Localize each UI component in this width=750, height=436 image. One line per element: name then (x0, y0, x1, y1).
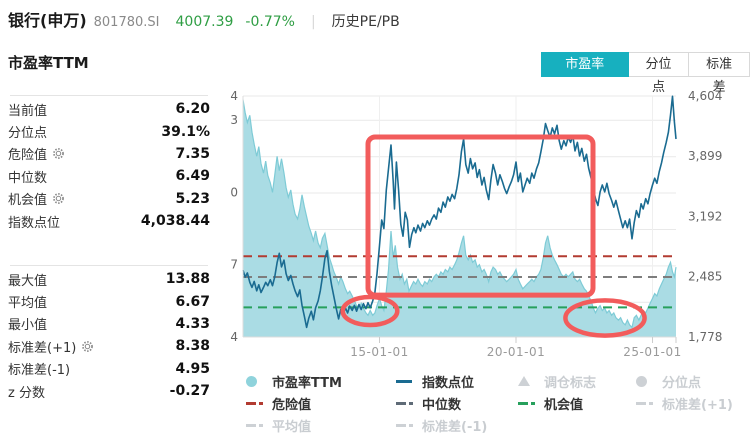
left-axis-tick-labels: 4 7 10 13 14 (230, 89, 238, 344)
stats-group-1: 当前值 6.20 分位点 39.1% 危险值 7.35 中位数 6.49 机会值… (8, 98, 210, 232)
legend-std-plus-1[interactable]: 标准差(+1) (636, 392, 746, 414)
axis-tick-label: 13 (230, 113, 238, 127)
pe-ttm-area-edge (242, 99, 677, 329)
legend-danger-value[interactable]: 危险值 (246, 392, 396, 414)
stat-row-max: 最大值 13.88 (8, 271, 210, 289)
stat-row-opportunity: 机会值 5.23 (8, 190, 210, 209)
axis-tick-label: 1,778 (688, 330, 722, 344)
stat-row-std-minus: 标准差(-1) 4.95 (8, 360, 210, 379)
index-points-line-series (242, 95, 677, 329)
axis-tick-label: 20-01-01 (487, 345, 545, 359)
axis-tick-label: 15-01-01 (350, 345, 408, 359)
axis-tick-label: 10 (230, 185, 238, 199)
gear-icon[interactable] (52, 192, 65, 205)
right-axis-tick-labels: 1,778 2,485 3,192 3,899 4,604 (688, 89, 722, 344)
highlight-ellipse-annotation (563, 298, 647, 338)
highlight-rectangle-annotation (365, 134, 596, 298)
index-price: 4007.39 (175, 14, 234, 30)
line-icon (396, 379, 418, 383)
header-divider: | (310, 14, 316, 30)
tab-percentile[interactable]: 分位点 (627, 52, 690, 95)
stat-row-danger: 危险值 7.35 (8, 145, 210, 164)
legend-mean-value[interactable]: 平均值 (246, 414, 396, 436)
gear-icon[interactable] (81, 340, 94, 353)
stat-row-index-points: 指数点位 4,038.44 (8, 213, 210, 231)
gear-icon[interactable] (52, 147, 65, 160)
pe-ttm-area-series (243, 99, 676, 337)
index-title: 银行(申万) (8, 11, 87, 30)
menu-history-pe-pb[interactable]: 历史PE/PB (331, 14, 400, 30)
stat-row-median: 中位数 6.49 (8, 168, 210, 186)
legend-std-minus-1[interactable]: 标准差(-1) (396, 414, 518, 436)
pe-history-chart: 4 7 10 13 14 1,778 2,485 3,192 3,899 4,604 15-01… (230, 89, 722, 359)
dash-dot-icon (246, 401, 268, 405)
circle-icon (636, 375, 658, 387)
header: 银行(申万) 801780.SI 4007.39 -0.77% | 历史PE/P… (8, 7, 400, 31)
legend-rebalance-marker[interactable]: 调仓标志 (518, 370, 636, 392)
legend-index-points[interactable]: 指数点位 (396, 370, 518, 392)
panel-title: 市盈率TTM (8, 54, 89, 72)
axis-tick-label: 7 (230, 258, 238, 272)
stat-row-std-plus: 标准差(+1) 8.38 (8, 338, 210, 356)
stat-row-mean: 平均值 6.67 (8, 293, 210, 312)
axis-tick-label: 25-01-01 (623, 345, 681, 359)
axis-tick-label: 2,485 (688, 270, 722, 284)
dash-dot-icon (518, 401, 540, 405)
index-code: 801780.SI (93, 15, 160, 30)
stats-group-2: 最大值 13.88 平均值 6.67 最小值 4.33 标准差(+1) 8.38… (8, 268, 210, 402)
stat-row-zscore: z 分数 -0.27 (8, 383, 210, 401)
divider (10, 95, 208, 96)
legend-median-value[interactable]: 中位数 (396, 392, 518, 414)
legend-opportunity-value[interactable]: 机会值 (518, 392, 636, 414)
legend-pe-ttm[interactable]: 市盈率TTM (246, 370, 396, 392)
highlight-ellipse-annotation (340, 294, 400, 328)
circle-icon (246, 375, 268, 387)
divider (10, 265, 208, 266)
axis-tick-label: 3,899 (688, 149, 722, 163)
stat-row-min: 最小值 4.33 (8, 315, 210, 334)
legend-percentile[interactable]: 分位点 (636, 370, 746, 392)
index-change: -0.77% (245, 14, 295, 30)
dash-dot-icon (246, 423, 268, 427)
stat-row-percentile: 分位点 39.1% (8, 123, 210, 142)
axis-tick-label: 14 (230, 89, 238, 103)
triangle-icon (518, 376, 540, 386)
dash-dot-icon (396, 401, 418, 405)
metric-tabs: 市盈率TTM 分位点 标准差 (541, 52, 750, 95)
axis-tick-label: 3,192 (688, 209, 722, 223)
chart-legend: 市盈率TTM 指数点位 调仓标志 分位点 危险值 中位数 机会值 标准差(+1)… (246, 370, 746, 436)
dash-dot-icon (396, 423, 418, 427)
x-axis-tick-labels: 15-01-01 20-01-01 25-01-01 (350, 337, 681, 359)
tab-stddev[interactable]: 标准差 (688, 52, 750, 95)
dash-dot-icon (636, 401, 658, 405)
axis-tick-label: 4,604 (688, 89, 722, 103)
stat-row-current: 当前值 6.20 (8, 101, 210, 119)
tab-pe-ttm[interactable]: 市盈率TTM (541, 52, 629, 95)
axis-tick-label: 4 (230, 330, 238, 344)
